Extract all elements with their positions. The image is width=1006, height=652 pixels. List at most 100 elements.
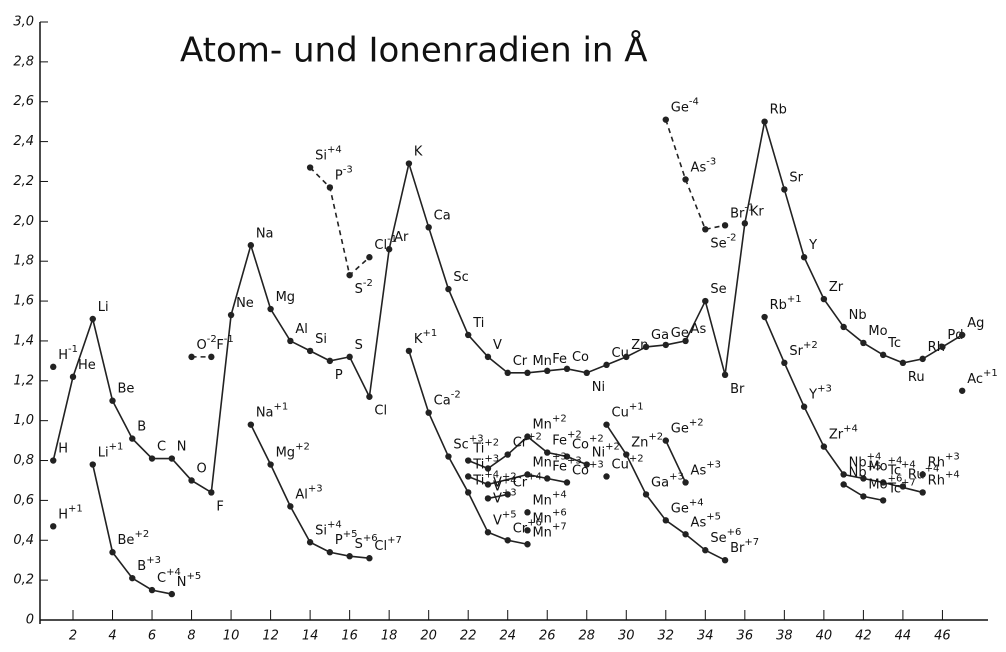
point-label: As <box>691 321 707 336</box>
point-label: Rh+3 <box>928 451 960 470</box>
point-label: C+4 <box>157 567 181 586</box>
charge: +5 <box>343 529 358 540</box>
point-label: Rb+1 <box>770 294 802 313</box>
charge: +2 <box>502 472 517 483</box>
point-label: Ge-4 <box>671 97 699 116</box>
element-symbol: Mo <box>868 477 887 492</box>
data-point <box>840 481 847 488</box>
element-symbol: Be <box>118 533 135 548</box>
charge: +1 <box>629 402 644 413</box>
point-label: Ar <box>394 230 409 245</box>
data-point <box>544 367 551 375</box>
element-symbol: Br <box>730 381 745 396</box>
charge: -1 <box>744 202 754 213</box>
x-tick-label: 10 <box>223 629 240 644</box>
point-label: P-3 <box>335 164 353 183</box>
data-point <box>939 343 946 351</box>
point-label: Tc <box>887 335 901 350</box>
element-symbol: Mo <box>868 323 887 338</box>
data-point <box>840 323 847 331</box>
data-point <box>366 393 373 400</box>
y-tick-label: 1,8 <box>13 254 34 269</box>
element-symbol: Cr <box>513 475 528 490</box>
y-tick-label: 0,8 <box>13 453 34 468</box>
element-symbol: Rh <box>928 455 945 470</box>
charge: +4 <box>689 497 704 508</box>
point-label: Co+2 <box>572 434 604 453</box>
point-label: Cl <box>374 403 387 418</box>
element-symbol: Ru <box>908 369 925 384</box>
element-symbol: As <box>691 160 707 175</box>
point-label: C <box>157 439 166 454</box>
data-point <box>484 353 492 361</box>
point-label: Ti <box>472 315 484 330</box>
data-point <box>840 471 847 478</box>
x-tick-label: 12 <box>262 629 279 644</box>
point-label: S <box>355 337 363 352</box>
element-symbol: B <box>137 559 146 574</box>
point-label: As+3 <box>691 459 721 478</box>
point-label: Mg <box>276 290 295 305</box>
charge: +3 <box>817 384 832 395</box>
charge: +2 <box>552 414 567 425</box>
data-point <box>899 359 907 367</box>
element-symbol: Ni <box>592 445 605 460</box>
data-point <box>800 403 808 410</box>
x-tick-label: 22 <box>460 629 477 644</box>
charge: +5 <box>706 511 721 522</box>
data-point <box>879 479 887 486</box>
element-symbol: F <box>216 337 223 352</box>
point-label: Ac+1 <box>967 368 998 387</box>
y-tick-label: 2,0 <box>13 214 34 229</box>
data-point <box>148 586 156 594</box>
data-point <box>425 409 432 416</box>
data-point <box>524 541 531 548</box>
point-label: Rh <box>928 339 945 354</box>
data-point <box>662 116 669 123</box>
point-label: Mo+6 <box>868 473 902 492</box>
data-point <box>188 477 195 484</box>
data-point <box>682 479 689 486</box>
charge: +5 <box>187 571 202 582</box>
charge: +2 <box>134 529 149 540</box>
data-point <box>879 497 887 504</box>
element-symbol: V <box>493 491 502 506</box>
data-point <box>662 341 669 349</box>
point-label: Cu+1 <box>612 402 644 421</box>
charge: +6 <box>552 507 567 518</box>
element-symbol: Rb <box>770 298 787 313</box>
element-symbol: Al <box>295 321 308 336</box>
point-label: Br-1 <box>730 202 754 221</box>
charge: +1 <box>983 368 998 379</box>
data-point <box>820 295 828 303</box>
charge: +2 <box>629 453 644 464</box>
element-symbol: Nb <box>849 465 867 480</box>
data-point <box>563 365 571 373</box>
element-symbol: Fe <box>552 459 567 474</box>
data-point <box>109 397 116 404</box>
charge: +1 <box>787 294 802 305</box>
element-symbol: Be <box>118 381 135 396</box>
point-label: Tc+7 <box>887 477 916 496</box>
point-label: He <box>78 357 96 372</box>
series-line <box>309 166 370 277</box>
element-symbol: Na <box>256 226 274 241</box>
element-symbol: Cl <box>374 238 387 253</box>
point-label: Li <box>98 300 109 315</box>
point-label: O <box>197 461 207 476</box>
charge: +4 <box>327 519 342 530</box>
charge: +3 <box>484 453 499 464</box>
element-symbol: Ga <box>651 327 669 342</box>
data-point <box>623 353 630 361</box>
element-symbol: Cl <box>374 539 387 554</box>
element-symbol: Zn <box>631 435 648 450</box>
data-point <box>781 359 788 367</box>
point-label: Si <box>315 331 327 346</box>
element-symbol: Rh <box>928 339 945 354</box>
data-point <box>484 495 492 502</box>
charge: -3 <box>706 156 716 167</box>
element-symbol: He <box>78 357 96 372</box>
point-label: O-2 <box>197 334 217 353</box>
data-point <box>287 503 294 510</box>
point-label: Tc+4 <box>887 459 916 478</box>
